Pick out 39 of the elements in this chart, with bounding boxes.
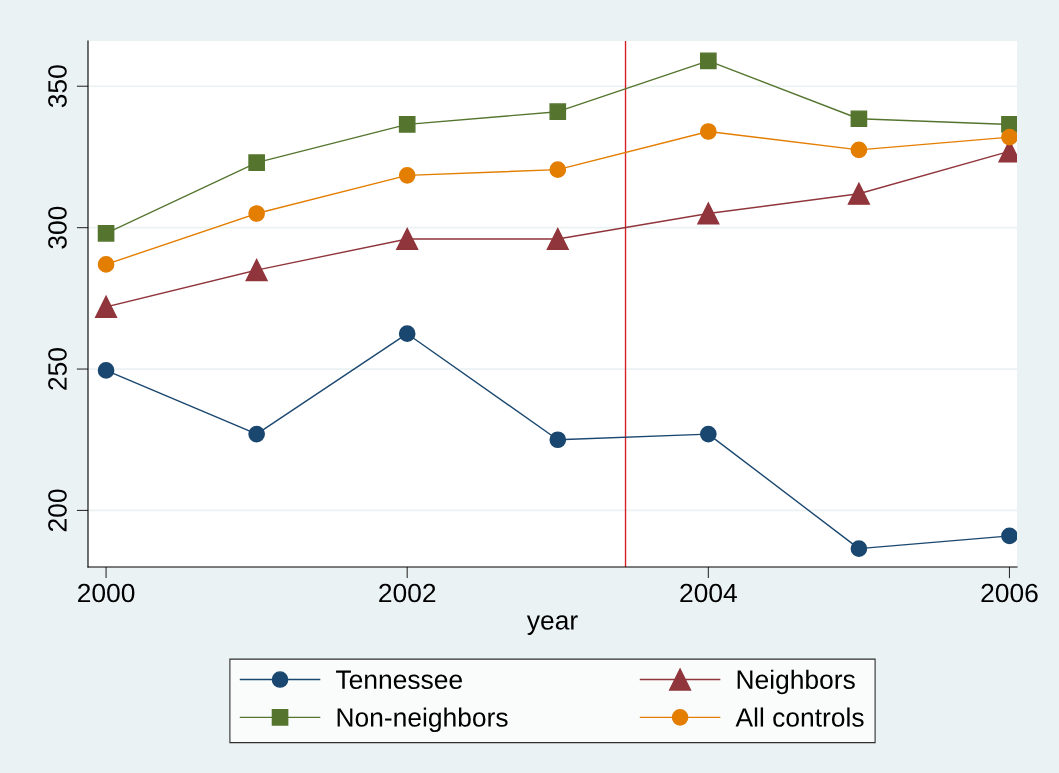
point [398, 325, 416, 343]
point [1001, 527, 1017, 545]
point [700, 123, 717, 140]
point [248, 205, 265, 222]
x-tick-label: 2004 [680, 583, 737, 603]
point [700, 425, 717, 443]
x-tick-label: 2000 [78, 583, 135, 603]
legend-label: Neighbors [737, 669, 855, 695]
y-tick-label: 300 [48, 206, 67, 249]
point [850, 110, 868, 128]
legend-label: Tennessee [336, 670, 462, 690]
point [248, 425, 265, 443]
legend-label: Non-neighbors [337, 707, 508, 733]
point [97, 362, 115, 379]
point [700, 52, 717, 70]
point [850, 141, 868, 159]
point [248, 154, 265, 171]
point [847, 182, 871, 205]
x-axis-title: year [526, 615, 578, 635]
point [850, 540, 868, 557]
point [398, 116, 416, 133]
point [97, 256, 115, 273]
point [97, 224, 115, 242]
point [245, 258, 268, 282]
point [546, 227, 569, 251]
point [697, 202, 720, 225]
x-tick-label: 2002 [379, 583, 436, 603]
legend-label: All controls [735, 707, 864, 727]
y-tick-label: 200 [48, 489, 67, 532]
point [1001, 128, 1017, 146]
y-tick-label: 250 [48, 348, 67, 390]
point [398, 166, 416, 184]
point [549, 103, 567, 121]
x-tick-label: 2006 [981, 583, 1038, 603]
point [549, 161, 567, 179]
y-tick-label: 350 [48, 65, 67, 108]
point [396, 227, 419, 251]
point [549, 431, 567, 449]
point [94, 295, 118, 318]
